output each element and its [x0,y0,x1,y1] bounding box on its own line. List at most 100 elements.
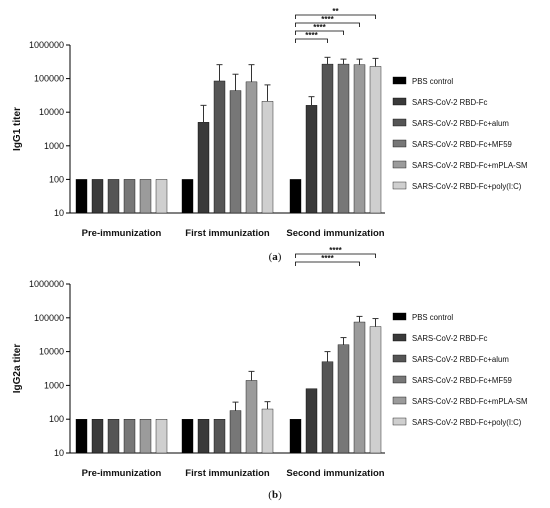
bar [91,179,104,214]
y-tick-label: 100 [49,174,64,184]
significance-label: **** [329,246,342,255]
legend-swatch [392,354,407,363]
bar [369,66,382,214]
bar [123,419,136,454]
legend-swatch [392,396,407,405]
x-group-label: First immunization [185,228,270,239]
significance-label: **** [313,23,326,32]
bar [289,179,302,214]
bar [155,179,168,214]
legend-label: SARS-CoV-2 RBD-Fc+poly(I:C) [412,182,522,191]
bar [337,63,350,214]
legend-swatch [392,118,407,127]
y-axis-label: IgG2a titer [12,344,23,394]
bar [75,179,88,214]
bar [337,344,350,454]
significance-bracket [295,261,360,266]
significance-label: **** [321,15,334,24]
bar [229,410,242,454]
caption-letter: b [272,489,278,501]
legend-swatch [392,333,407,342]
bar [91,419,104,454]
panel-caption: (a) [269,251,282,263]
bar [261,101,274,214]
bar [213,80,226,214]
legend-swatch [392,375,407,384]
bar [107,419,120,454]
caption-open: ( [268,489,272,501]
legend-swatch [392,97,407,106]
y-tick-label: 1000 [44,141,64,151]
legend-swatch [392,181,407,190]
bar [261,408,274,454]
caption-close: ) [278,489,282,501]
bar [289,419,302,454]
legend-label: PBS control [412,313,453,322]
bar [197,122,210,214]
legend-label: SARS-CoV-2 RBD-Fc+MF59 [412,140,512,149]
legend-swatch [392,312,407,321]
bar [181,179,194,214]
bar [321,361,334,454]
legend-label: SARS-CoV-2 RBD-Fc [412,334,487,343]
bar [305,105,318,214]
significance-bracket [295,38,328,43]
y-tick-label: 1000000 [29,40,64,50]
bar [245,380,258,454]
significance-label: **** [321,254,334,263]
legend-swatch [392,417,407,426]
y-axis-label: IgG1 titer [12,107,23,151]
y-tick-label: 10 [54,208,64,218]
bar [139,179,152,214]
x-group-label: First immunization [185,468,270,479]
bar [305,388,318,454]
y-tick-label: 1000 [44,380,64,390]
y-tick-label: 10 [54,448,64,458]
bar [369,326,382,454]
bar [353,321,366,454]
bar [213,419,226,454]
legend-label: SARS-CoV-2 RBD-Fc+mPLA-SM [412,397,527,406]
bar [229,90,242,214]
legend-swatch [392,139,407,148]
chart-panel-b: 10 100 1000 10000 100000 1000000 IgG2a titer Pr… [12,246,527,501]
bar [107,179,120,214]
legend-label: SARS-CoV-2 RBD-Fc [412,98,487,107]
x-group-label: Second immunization [286,468,384,479]
bar [181,419,194,454]
chart-panel-a: 10 100 1000 10000 100000 1000000 IgG1 titer Pre… [12,7,527,263]
bar [353,64,366,214]
y-tick-label: 10000 [39,347,64,357]
significance-bracket [295,22,360,27]
significance-bracket [295,30,344,35]
legend-label: SARS-CoV-2 RBD-Fc+MF59 [412,376,512,385]
x-group-label: Second immunization [286,228,384,239]
legend-label: SARS-CoV-2 RBD-Fc+poly(I:C) [412,418,522,427]
significance-bracket [295,14,376,19]
legend-label: SARS-CoV-2 RBD-Fc+alum [412,355,509,364]
bar [75,419,88,454]
caption-letter: a [272,251,278,263]
legend-label: PBS control [412,77,453,86]
y-tick-label: 100000 [34,74,64,84]
bar [197,419,210,454]
y-tick-label: 100000 [34,313,64,323]
significance-label: ** [332,7,339,16]
legend-swatch [392,160,407,169]
y-tick-label: 1000000 [29,279,64,289]
bar [139,419,152,454]
bar [321,63,334,214]
caption-open: ( [269,251,273,263]
significance-bracket [295,253,376,258]
y-tick-label: 10000 [39,107,64,117]
x-group-label: Pre-immunization [82,228,162,239]
legend-label: SARS-CoV-2 RBD-Fc+alum [412,119,509,128]
legend-label: SARS-CoV-2 RBD-Fc+mPLA-SM [412,161,527,170]
bar [245,81,258,214]
caption-close: ) [278,251,282,263]
legend-swatch [392,76,407,85]
bar [123,179,136,214]
significance-label: **** [305,31,318,40]
